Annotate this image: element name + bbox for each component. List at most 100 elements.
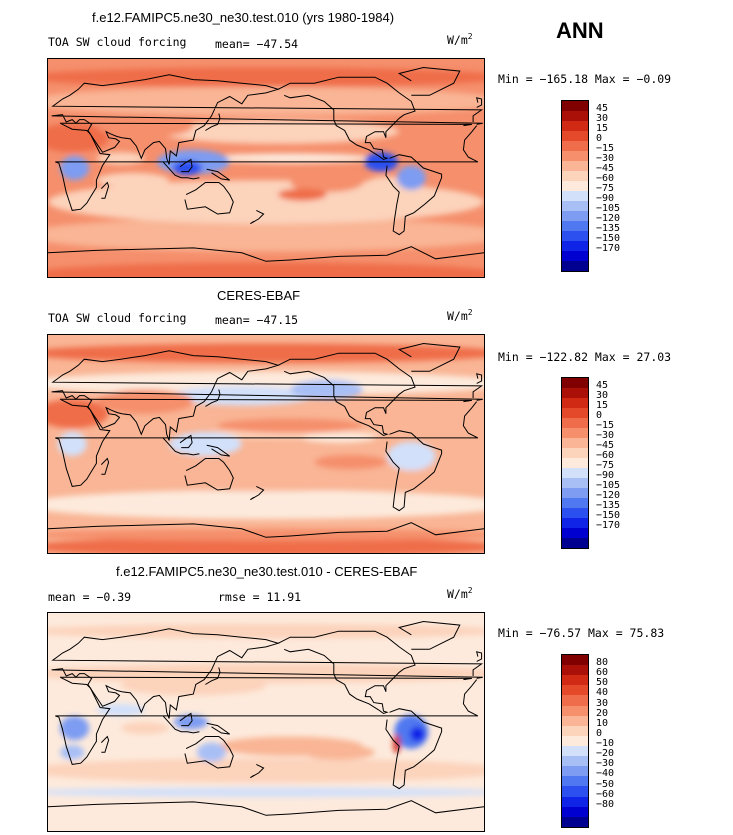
colorbar-tick-label: −60 xyxy=(596,173,615,184)
colorbar-swatch xyxy=(562,438,588,448)
colorbar-tick-label: −150 xyxy=(596,233,621,244)
coastline xyxy=(476,373,483,384)
panel1-mean: mean= −47.54 xyxy=(215,37,299,51)
colorbar-swatch xyxy=(562,468,588,478)
colorbar-swatch xyxy=(562,538,588,548)
coastline xyxy=(100,735,110,753)
field-region xyxy=(48,86,484,116)
panel2-mean: mean= −47.15 xyxy=(215,313,299,327)
field-region xyxy=(96,703,145,716)
panel2-units: W/m2 xyxy=(447,308,473,323)
colorbar-tick-label: 0 xyxy=(596,727,603,739)
coastline xyxy=(397,66,461,96)
field-region xyxy=(60,716,90,741)
panel3-map xyxy=(47,612,485,832)
coastline xyxy=(184,736,234,769)
colorbar-swatch xyxy=(562,498,588,508)
colorbar-tick-label: −30 xyxy=(596,758,615,770)
colorbar-tick-label: −90 xyxy=(596,470,615,481)
colorbar-swatch xyxy=(562,231,588,241)
field-region xyxy=(48,262,484,277)
coastline xyxy=(184,182,234,215)
field-region xyxy=(48,123,109,153)
colorbar-tick-label: 10 xyxy=(596,717,609,729)
field-region xyxy=(57,431,87,457)
colorbar-tick-label: −135 xyxy=(596,500,621,511)
panel2-map-svg xyxy=(48,335,484,553)
coastline xyxy=(162,437,200,456)
colorbar-swatch xyxy=(562,151,588,161)
coastline xyxy=(476,97,483,108)
coastline xyxy=(250,485,265,501)
coastline xyxy=(250,763,265,779)
coastline xyxy=(55,676,479,765)
colorbar-swatch xyxy=(562,131,588,141)
field-region xyxy=(48,67,484,87)
colorbar-tick-label: 40 xyxy=(596,687,609,699)
field-region xyxy=(48,217,484,252)
colorbar-swatch xyxy=(562,388,588,398)
colorbar-swatch xyxy=(562,665,588,676)
coastline xyxy=(250,209,265,225)
colorbar-swatch xyxy=(562,745,588,757)
field-region xyxy=(48,371,484,396)
field-region xyxy=(48,787,484,797)
panel3-title: f.e12.FAMIPC5.ne30_ne30.test.010 - CERES… xyxy=(116,564,418,579)
coastline xyxy=(48,522,484,538)
colorbar-swatch xyxy=(562,161,588,171)
panel1-colorbar-labels: 45 30 15 0 −15 −30 −45 −60 −75 −90 −105 −120 −135 −15… xyxy=(596,100,656,270)
colorbar-swatch xyxy=(562,715,588,726)
colorbar-tick-label: −60 xyxy=(596,788,615,800)
field-region xyxy=(120,676,266,696)
panel1-minmax: Min = −165.18 Max = −0.09 xyxy=(498,72,672,86)
field-region xyxy=(278,188,327,201)
field-region xyxy=(48,490,484,520)
coastline xyxy=(51,628,484,719)
coastline xyxy=(162,715,200,734)
coastline xyxy=(162,161,200,180)
field-region xyxy=(96,172,170,188)
panel2-colorbar-labels: 45 30 15 0 −15 −30 −45 −60 −75 −90 −105 −120 −135 −15… xyxy=(596,377,656,547)
coastline xyxy=(179,158,193,173)
colorbar-swatch xyxy=(562,191,588,201)
colorbar-swatch xyxy=(562,735,588,746)
colorbar-tick-label: 50 xyxy=(596,677,609,689)
field-region xyxy=(48,623,484,639)
field-region xyxy=(60,155,90,181)
field-region xyxy=(48,343,484,363)
colorbar-swatch xyxy=(562,816,588,827)
panel3-rmse: rmse = 11.91 xyxy=(218,590,302,604)
panel1-map-svg xyxy=(48,59,484,277)
colorbar-swatch xyxy=(562,766,588,777)
coastline xyxy=(206,168,230,181)
coastline xyxy=(51,74,484,165)
colorbar-tick-label: −105 xyxy=(596,480,621,491)
coastline xyxy=(205,113,221,131)
field-region xyxy=(314,454,388,470)
panel1-title: f.e12.FAMIPC5.ne30_ne30.test.010 (yrs 19… xyxy=(92,10,395,25)
colorbar-swatch xyxy=(562,121,588,131)
field-region xyxy=(48,758,484,783)
coastline xyxy=(100,457,110,475)
panel2-minmax: Min = −122.82 Max = 27.03 xyxy=(498,350,672,364)
panel3-colorbar-labels: 80 60 50 40 30 20 10 0 −10 −20 −30 −40 −50 −60 −80 xyxy=(596,654,656,826)
colorbar-tick-label: −105 xyxy=(596,203,621,214)
field-region xyxy=(48,528,484,541)
colorbar-tick-label: −30 xyxy=(596,153,615,164)
field-region xyxy=(169,431,242,457)
colorbar-swatch xyxy=(562,428,588,438)
coastline xyxy=(184,458,234,491)
colorbar-tick-label: −75 xyxy=(596,460,615,471)
field-region xyxy=(290,172,363,193)
field-region xyxy=(197,742,226,762)
colorbar-swatch xyxy=(562,448,588,458)
colorbar-swatch xyxy=(562,776,588,787)
field-region xyxy=(396,165,426,190)
field-region xyxy=(96,113,194,138)
panel3-mean: mean = −0.39 xyxy=(48,590,132,604)
colorbar-swatch xyxy=(562,261,588,271)
colorbar-tick-label: −75 xyxy=(596,183,615,194)
colorbar-swatch xyxy=(562,408,588,418)
colorbar-swatch xyxy=(562,418,588,428)
colorbar-swatch xyxy=(562,141,588,151)
